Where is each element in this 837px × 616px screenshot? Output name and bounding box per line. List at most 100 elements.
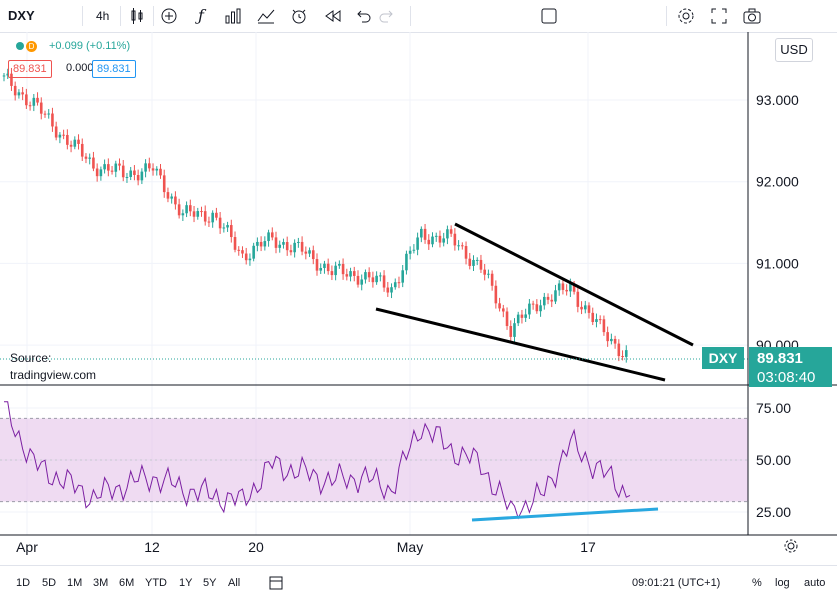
clock-time[interactable]: 09:01:21 (UTC+1) bbox=[632, 577, 721, 589]
axis-settings-icon[interactable] bbox=[784, 539, 798, 553]
candle-body bbox=[542, 296, 546, 306]
date-range-icon[interactable] bbox=[268, 566, 284, 601]
currency-button[interactable]: USD bbox=[775, 38, 813, 62]
candle-body bbox=[118, 163, 121, 166]
candle-body bbox=[535, 304, 539, 312]
range-1d[interactable]: 1D bbox=[16, 577, 31, 589]
add-indicator-icon[interactable] bbox=[159, 6, 179, 26]
camera-icon[interactable] bbox=[742, 6, 762, 26]
range-all[interactable]: All bbox=[228, 577, 241, 589]
candle-body bbox=[25, 94, 28, 106]
candle-body bbox=[95, 168, 99, 177]
candle-body bbox=[580, 306, 583, 310]
undo-icon[interactable] bbox=[353, 6, 373, 26]
candle-body bbox=[531, 303, 535, 305]
symbol-tag bbox=[702, 347, 744, 369]
candle-body bbox=[434, 235, 438, 237]
rsi-tick-label: 25.00 bbox=[756, 504, 791, 520]
candle-body bbox=[393, 282, 397, 288]
candle-body bbox=[110, 170, 114, 172]
symbol-button[interactable]: DXY bbox=[8, 8, 35, 23]
candle-body bbox=[252, 245, 255, 259]
candle-body bbox=[319, 268, 323, 271]
candle-body bbox=[572, 283, 576, 292]
top-toolbar: DXY 4h ƒ bbox=[0, 0, 837, 33]
settings-icon[interactable] bbox=[676, 6, 696, 26]
range-5y[interactable]: 5Y bbox=[203, 577, 217, 589]
candle-body bbox=[382, 275, 386, 288]
range-ytd[interactable]: YTD bbox=[145, 577, 167, 589]
ask-price-box[interactable]: 89.831 bbox=[92, 60, 136, 78]
templates-icon[interactable] bbox=[223, 6, 243, 26]
candle-body bbox=[32, 97, 36, 106]
candle-body bbox=[475, 259, 479, 261]
candle-body bbox=[192, 211, 196, 217]
candle-body bbox=[595, 319, 598, 323]
wedge-lower-trendline bbox=[375, 307, 666, 382]
candle-body bbox=[241, 250, 244, 254]
rsi-tick-label: 50.00 bbox=[756, 452, 791, 468]
x-tick-label: 20 bbox=[248, 539, 264, 555]
candle-body bbox=[162, 175, 166, 193]
candle-body bbox=[54, 126, 58, 138]
candle-body bbox=[442, 238, 445, 243]
y-tick-label: 91.000 bbox=[756, 255, 799, 271]
candle-body bbox=[509, 326, 513, 337]
range-1m[interactable]: 1M bbox=[67, 577, 83, 589]
candle-body bbox=[423, 228, 427, 240]
candle-body bbox=[177, 204, 181, 216]
candle-body bbox=[461, 245, 464, 247]
candle-body bbox=[47, 113, 51, 115]
candle-body bbox=[69, 144, 73, 147]
x-tick-label: May bbox=[397, 539, 423, 555]
percent-toggle[interactable]: % bbox=[752, 577, 762, 589]
toolbar-divider bbox=[666, 6, 667, 26]
candle-body bbox=[598, 319, 602, 321]
range-6m[interactable]: 6M bbox=[119, 577, 135, 589]
alert-icon[interactable] bbox=[289, 6, 309, 26]
layout-icon[interactable] bbox=[539, 6, 559, 26]
candle-body bbox=[88, 157, 92, 159]
y-tick-label: 93.000 bbox=[756, 92, 799, 108]
candle-body bbox=[10, 73, 13, 86]
candle-body bbox=[207, 221, 211, 223]
replay-icon[interactable] bbox=[323, 6, 343, 26]
candle-body bbox=[315, 259, 319, 271]
x-tick-label: 12 bbox=[144, 539, 160, 555]
toolbar-divider bbox=[410, 6, 411, 26]
candle-body bbox=[569, 283, 572, 292]
candle-body bbox=[155, 168, 159, 171]
candle-body bbox=[80, 143, 84, 157]
candle-body bbox=[267, 232, 270, 242]
interval-button[interactable]: 4h bbox=[96, 9, 110, 23]
bid-price-box[interactable]: 89.831 bbox=[8, 60, 52, 78]
candle-body bbox=[244, 253, 248, 261]
candle-body bbox=[263, 241, 267, 247]
candle-body bbox=[311, 250, 315, 260]
legend-change: D +0.099 (+0.11%) bbox=[16, 40, 130, 52]
candle-body bbox=[39, 102, 43, 114]
fx-icon[interactable]: ƒ bbox=[198, 6, 204, 25]
candle-body bbox=[371, 277, 375, 283]
candle-body bbox=[606, 332, 609, 342]
auto-toggle[interactable]: auto bbox=[804, 577, 826, 589]
y-tick-label: 92.000 bbox=[756, 174, 799, 190]
candle-body bbox=[189, 205, 192, 212]
candle-body bbox=[453, 233, 457, 246]
candle-body bbox=[300, 241, 304, 252]
status-dot-icon bbox=[16, 42, 24, 51]
compare-icon[interactable] bbox=[256, 6, 276, 26]
rsi-axis: 75.00 50.00 25.00 bbox=[756, 400, 791, 520]
candle-body bbox=[28, 105, 32, 107]
log-toggle[interactable]: log bbox=[775, 577, 790, 589]
range-5d[interactable]: 5D bbox=[42, 577, 57, 589]
candle-body bbox=[520, 314, 524, 318]
range-3m[interactable]: 3M bbox=[93, 577, 109, 589]
candle-body bbox=[405, 253, 408, 271]
candles-icon[interactable] bbox=[127, 6, 147, 26]
candle-body bbox=[92, 157, 95, 169]
range-1y[interactable]: 1Y bbox=[179, 577, 193, 589]
fullscreen-icon[interactable] bbox=[709, 6, 729, 26]
candle-body bbox=[487, 273, 490, 275]
